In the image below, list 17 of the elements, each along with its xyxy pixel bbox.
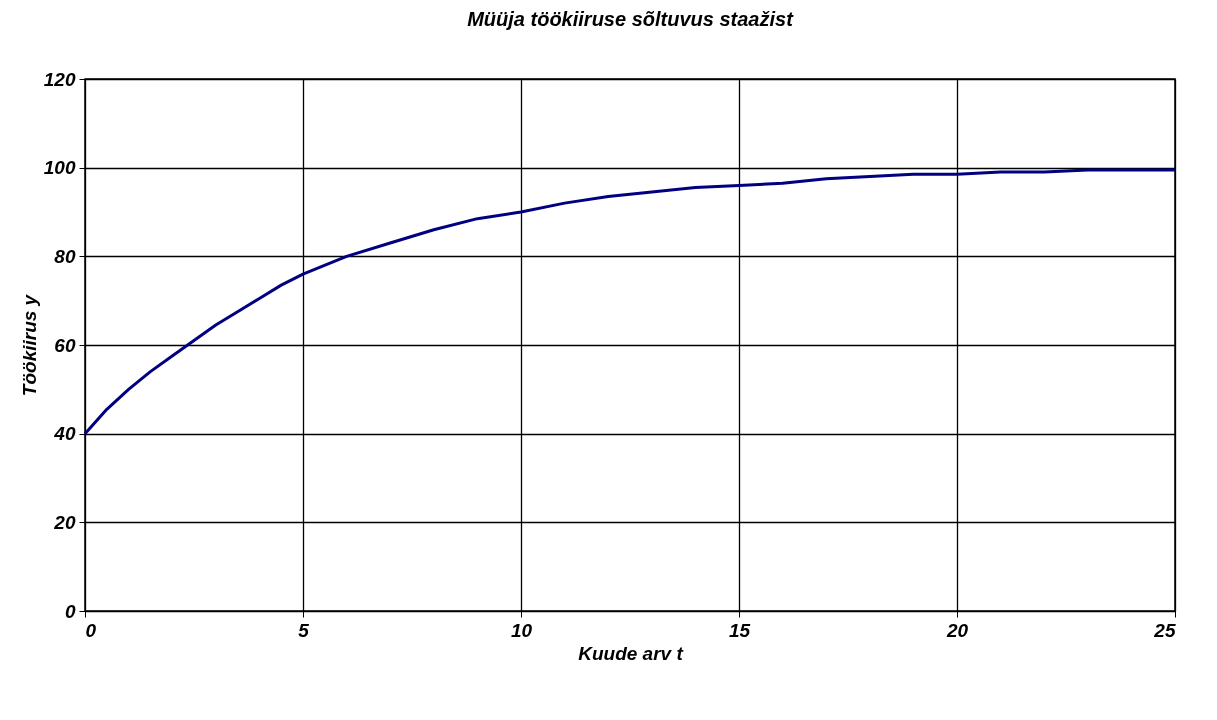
y-tick-label: 0 [64, 600, 76, 622]
x-tick-label: 15 [728, 619, 751, 641]
y-tick-label: 120 [43, 68, 76, 90]
y-tick-label: 20 [53, 511, 76, 533]
y-axis-title: Töökiirus y [18, 293, 40, 397]
x-axis-title: Kuude arv t [578, 642, 684, 664]
y-tick-label: 60 [54, 334, 76, 356]
y-tick-label: 100 [43, 157, 76, 179]
x-tick-label: 25 [1153, 619, 1176, 641]
y-tick-label: 40 [53, 423, 76, 445]
x-tick-label: 0 [85, 619, 97, 641]
x-tick-label: 5 [298, 619, 310, 641]
chart-title: Müüja töökiiruse sõltuvus staažist [467, 8, 795, 30]
x-tick-label: 10 [510, 619, 533, 641]
x-tick-label: 20 [945, 619, 969, 641]
y-tick-label: 80 [54, 245, 76, 267]
line-series [83, 168, 1177, 436]
